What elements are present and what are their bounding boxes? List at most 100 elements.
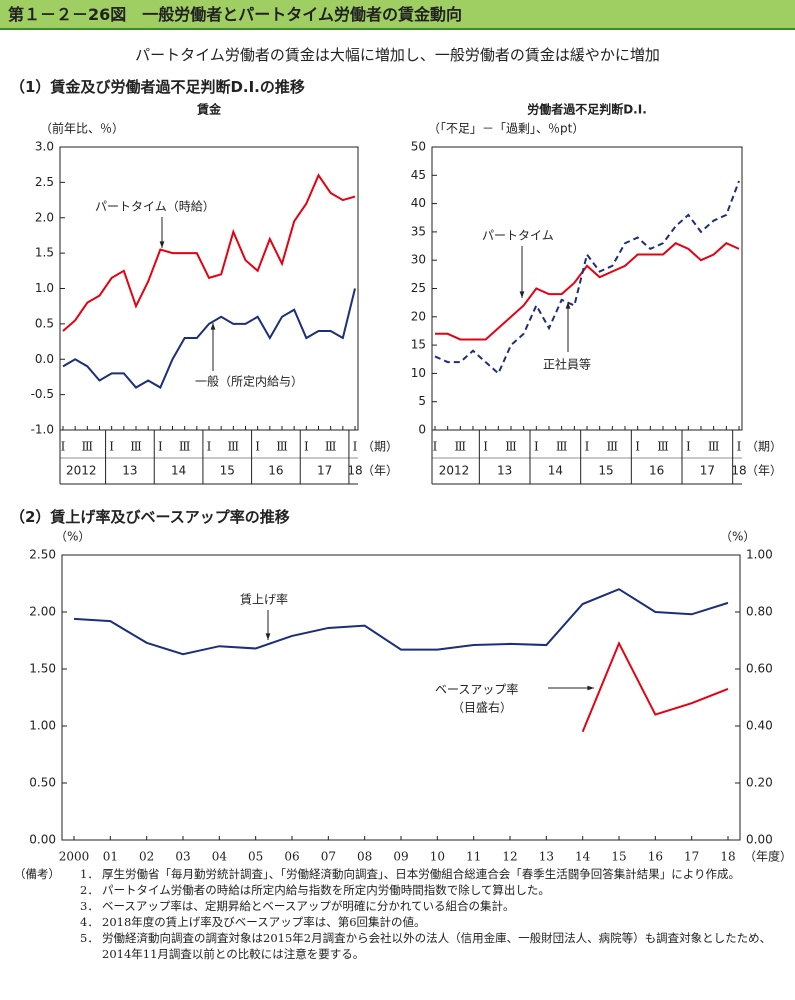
note-num: 1．: [80, 867, 99, 881]
x-tick-label: Ⅰ: [207, 440, 212, 454]
x-tick-label: Ⅲ: [276, 440, 288, 454]
y2-axis-label: （%）: [720, 530, 755, 544]
plot-frame: [61, 554, 741, 841]
note: 2． パートタイム労働者の時給は所定内給与指数を所定内労働時間指数で除して算出した…: [80, 882, 784, 898]
notes-items: 1． 厚生労働省「毎月勤労統計調査」、「労働経済動向調査」、日本労働組合総連合会「…: [80, 866, 784, 962]
x-tick-label: 12: [502, 850, 517, 864]
y-tick-label: 35: [411, 224, 426, 238]
y-tick-label: 0.5: [35, 316, 54, 330]
x-tick-label: Ⅰ: [534, 440, 539, 454]
x-tick-label: 11: [466, 850, 481, 864]
year-label: 15: [220, 464, 235, 478]
x-tick-label: 10: [430, 850, 445, 864]
year-label: 18: [731, 464, 746, 478]
x-tick-label: 03: [175, 850, 190, 864]
x-tick-label: Ⅲ: [607, 440, 619, 454]
y-tick-label: 45: [411, 168, 426, 182]
note-num: 5．: [80, 931, 99, 945]
x-tick-label: Ⅰ: [61, 440, 66, 454]
x-tick-label: Ⅲ: [708, 440, 720, 454]
y-tick-label: -0.5: [31, 387, 54, 401]
x-tick-label: Ⅰ: [433, 440, 438, 454]
y-tick-label: 0.40: [746, 719, 773, 733]
series-annotation: 賃上げ率: [240, 592, 288, 607]
y-tick-label: 0: [418, 423, 426, 437]
x-tick-label: Ⅲ: [325, 440, 337, 454]
x-tick-label: Ⅲ: [82, 440, 94, 454]
y-tick-label: 2.0: [35, 210, 54, 224]
note-text: パートタイム労働者の時給は所定内給与指数を所定内労働時間指数で除して算出した。: [102, 883, 550, 897]
x-tick-label: 06: [284, 850, 299, 864]
x-tick-label: Ⅲ: [556, 440, 568, 454]
y-tick-label: 0.50: [29, 776, 56, 790]
x-tick-label: 01: [103, 850, 118, 864]
year-label: 14: [171, 464, 186, 478]
x-tick-label: 2000: [59, 850, 90, 864]
y-tick-label: 0.60: [746, 662, 773, 676]
y-tick-label: 0.80: [746, 605, 773, 619]
x-tick-label: Ⅰ: [304, 440, 309, 454]
note-text: 労働経済動向調査の調査対象は2015年2月調査から会社以外の法人（信用金庫、一般…: [102, 931, 772, 961]
year-unit: （年）: [362, 464, 398, 478]
series-line: [434, 180, 740, 376]
x-tick-label: 07: [321, 850, 336, 864]
y-tick-label: 3.0: [35, 140, 54, 154]
note: 1． 厚生労働省「毎月勤労統計調査」、「労働経済動向調査」、日本労働組合総連合会「…: [80, 866, 784, 882]
x-tick-label: Ⅰ: [483, 440, 488, 454]
chart-title: 賃金: [196, 102, 222, 117]
x-tick-label: Ⅲ: [179, 440, 191, 454]
x-tick-label: Ⅰ: [109, 440, 114, 454]
year-unit: （年）: [746, 464, 782, 478]
series-line: [435, 242, 740, 341]
y-tick-label: 0.00: [746, 833, 773, 847]
year-label: 14: [548, 464, 563, 478]
note-text: ベースアップ率は、定期昇給とベースアップが明確に分かれている組合の集計。: [102, 899, 515, 913]
charts: 賃金 （前年比、％） -1.0 -0.5 0.0 0.5 1.0 1.5 2.0 2.5 3.0 Ⅰ Ⅲ…: [29, 102, 792, 864]
plot-frame: [431, 146, 743, 431]
x-tick-label: 02: [139, 850, 154, 864]
year-label: 17: [317, 464, 332, 478]
y-axis-label: （%）: [55, 530, 90, 544]
note-num: 3．: [80, 899, 99, 913]
x-tick-label: Ⅲ: [505, 440, 517, 454]
y-tick-label: 2.00: [29, 605, 56, 619]
annotation: （目盛右）: [452, 700, 512, 715]
y-tick-label: 10: [411, 366, 426, 380]
arrow-head: [565, 302, 571, 309]
series-line: [73, 588, 729, 656]
y-tick-label: 20: [411, 309, 426, 323]
x-tick-label: 14: [575, 850, 591, 864]
y-tick-label: 5: [418, 394, 426, 408]
series-line: [62, 173, 356, 332]
x-tick-label: 09: [393, 850, 408, 864]
year-label: 2012: [439, 464, 470, 478]
year-label: 13: [122, 464, 137, 478]
note: 5． 労働経済動向調査の調査対象は2015年2月調査から会社以外の法人（信用金庫、…: [80, 930, 784, 962]
arrow-head: [519, 291, 525, 298]
figure-title: 第１－２－26図 一般労働者とパートタイム労働者の賃金動向: [0, 0, 795, 30]
x-unit: （年度）: [744, 849, 792, 864]
x-tick-label: Ⅰ: [158, 440, 163, 454]
series-annotation: パートタイム: [482, 229, 554, 243]
y-tick-label: 1.00: [746, 548, 773, 562]
y-tick-label: 30: [411, 253, 426, 267]
series-line: [581, 640, 729, 733]
x-tick-label: 18: [720, 850, 735, 864]
x-unit: （期）: [362, 440, 398, 454]
x-tick-label: 17: [684, 850, 699, 864]
x-tick-label: 08: [357, 850, 372, 864]
x-tick-label: Ⅰ: [255, 440, 260, 454]
y-tick-label: 0.20: [746, 776, 773, 790]
y-tick-label: 1.5: [35, 246, 54, 260]
section-title: （2）賃上げ率及びベースアップ率の推移: [10, 508, 290, 526]
y-tick-label: 25: [411, 281, 426, 295]
year-label: 2012: [66, 464, 97, 478]
series-annotation: 一般（所定内給与）: [195, 374, 303, 389]
series-annotation: パートタイム（時給）: [95, 200, 215, 214]
arrow-head: [587, 685, 594, 691]
x-tick-label: Ⅰ: [585, 440, 590, 454]
note-num: 4．: [80, 915, 99, 929]
note: 4． 2018年度の賃上げ率及びベースアップ率は、第6回集計の値。: [80, 914, 784, 930]
x-tick-label: Ⅰ: [635, 440, 640, 454]
chart-title: 労働者過不足判断D.I.: [527, 102, 647, 117]
